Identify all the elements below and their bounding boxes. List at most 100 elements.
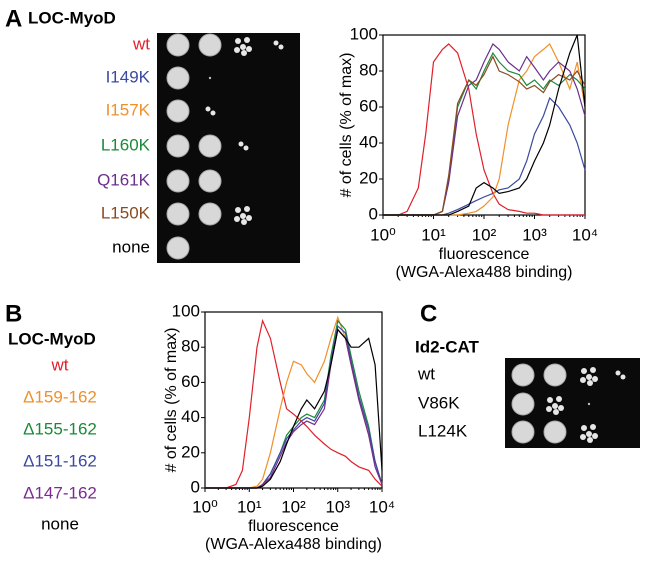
yeast-colony (547, 397, 553, 403)
yeast-colony (244, 206, 250, 212)
histogram-line (205, 324, 383, 489)
yeast-colony (234, 216, 240, 222)
yeast-spot (166, 33, 190, 57)
histogram-line (383, 55, 586, 216)
yeast-spot (511, 420, 535, 444)
strain-label: Δ159-162 (23, 387, 97, 406)
y-tick-label: 40 (181, 407, 200, 426)
y-tick-label: 100 (172, 301, 200, 320)
yeast-colony (240, 44, 246, 50)
yeast-colony (581, 425, 587, 431)
strain-label: L150K (101, 203, 151, 222)
yeast-spot (198, 202, 222, 226)
yeast-spot (198, 134, 222, 158)
histogram-line (205, 318, 383, 489)
strain-label: Q161K (97, 170, 151, 189)
yeast-colony (558, 405, 564, 411)
yeast-spot (166, 202, 190, 226)
yeast-spot (511, 363, 535, 387)
yeast-colony (273, 40, 279, 46)
yeast-colony (246, 215, 252, 221)
x-axis-label: fluorescence (439, 246, 530, 263)
strain-label: wt (417, 364, 435, 383)
y-tick-label: 20 (359, 168, 378, 187)
histogram-line (383, 34, 586, 216)
yeast-colony (210, 110, 216, 116)
yeast-colony (244, 37, 250, 43)
panel-label: C (420, 300, 437, 327)
yeast-colony (278, 44, 284, 50)
x-tick-label: 10² (472, 225, 497, 244)
yeast-colony (587, 380, 593, 386)
yeast-spot (166, 134, 190, 158)
yeast-colony (615, 370, 621, 376)
y-tick-label: 40 (359, 132, 378, 151)
strain-label: Δ155-162 (23, 419, 97, 438)
y-tick-label: 80 (181, 337, 200, 356)
x-tick-label: 10³ (325, 497, 350, 516)
strain-label: Δ151-162 (23, 451, 97, 470)
strain-label: wt (51, 355, 69, 374)
yeast-colony (208, 76, 212, 80)
yeast-colony (241, 50, 247, 56)
yeast-colony (553, 409, 559, 415)
x-tick-label: 10⁴ (369, 497, 395, 516)
panel-label: A (5, 5, 22, 32)
yeast-colony (246, 46, 252, 52)
strain-label: I149K (106, 67, 151, 86)
yeast-colony (586, 374, 592, 380)
yeast-spot (198, 169, 222, 193)
yeast-spot (511, 392, 535, 416)
yeast-spot (543, 420, 567, 444)
histogram-line (383, 43, 585, 216)
strain-label: none (41, 514, 79, 533)
yeast-colony (235, 207, 241, 213)
y-tick-label: 100 (350, 24, 378, 43)
yeast-colony (243, 145, 249, 151)
yeast-colony (620, 374, 626, 380)
strain-label: L124K (418, 421, 468, 440)
yeast-colony (241, 219, 247, 225)
strain-label: V86K (418, 393, 460, 412)
yeast-colony (586, 431, 592, 437)
plot-frame (204, 311, 383, 489)
y-axis-label: # of cells (% of max) (338, 53, 355, 198)
construct-label: LOC-MyoD (8, 329, 96, 348)
x-axis-label: (WGA-Alexa488 binding) (205, 536, 382, 553)
yeast-colony (580, 377, 586, 383)
yeast-colony (235, 38, 241, 44)
yeast-colony (238, 141, 244, 147)
strain-label: none (112, 237, 150, 256)
yeast-spot (543, 363, 567, 387)
histogram-line (205, 315, 383, 489)
yeast-spot (166, 169, 190, 193)
x-tick-label: 10³ (522, 225, 547, 244)
yeast-colony (592, 376, 598, 382)
x-tick-label: 10¹ (421, 225, 446, 244)
construct-label: LOC-MyoD (28, 8, 116, 27)
yeast-colony (587, 402, 591, 406)
x-tick-label: 10⁰ (192, 497, 218, 516)
x-tick-label: 10⁴ (572, 225, 598, 244)
yeast-colony (240, 213, 246, 219)
y-tick-label: 0 (369, 204, 378, 223)
x-axis-label: (WGA-Alexa488 binding) (396, 264, 573, 281)
yeast-colony (590, 367, 596, 373)
yeast-colony (581, 368, 587, 374)
yeast-spot (166, 66, 190, 90)
y-tick-label: 60 (181, 372, 200, 391)
yeast-colony (546, 406, 552, 412)
y-tick-label: 60 (359, 96, 378, 115)
x-tick-label: 10¹ (237, 497, 262, 516)
histogram-line (205, 328, 383, 489)
strain-label: I157K (106, 100, 151, 119)
yeast-colony (580, 434, 586, 440)
yeast-colony (234, 47, 240, 53)
yeast-spot (198, 33, 222, 57)
y-tick-label: 80 (359, 60, 378, 79)
yeast-colony (205, 106, 211, 112)
yeast-spot (166, 236, 190, 260)
yeast-colony (592, 433, 598, 439)
